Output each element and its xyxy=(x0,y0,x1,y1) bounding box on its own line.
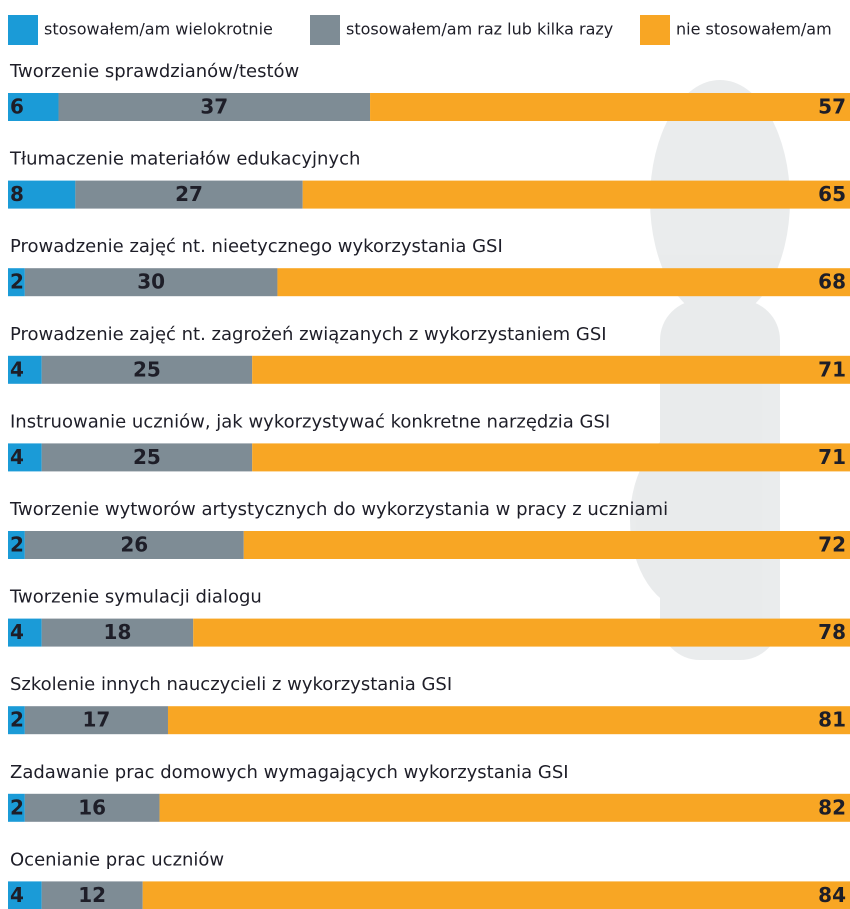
category-label: Tworzenie sprawdzianów/testów xyxy=(9,61,299,82)
value-label: 71 xyxy=(818,445,846,469)
category-label: Tłumaczenie materiałów edukacyjnych xyxy=(9,149,360,170)
value-label: 37 xyxy=(200,95,228,119)
legend-label: nie stosowałem/am xyxy=(676,20,832,39)
bar-segment xyxy=(303,181,850,209)
category-label: Ocenianie prac uczniów xyxy=(10,849,224,870)
value-label: 68 xyxy=(818,270,846,294)
value-label: 2 xyxy=(10,533,24,557)
value-label: 78 xyxy=(818,620,846,644)
value-label: 57 xyxy=(818,95,846,119)
value-label: 25 xyxy=(133,445,161,469)
value-label: 2 xyxy=(10,270,24,294)
value-label: 18 xyxy=(104,620,132,644)
category-label: Prowadzenie zajęć nt. zagrożeń związanyc… xyxy=(10,324,607,345)
value-label: 72 xyxy=(818,533,846,557)
value-label: 2 xyxy=(10,708,24,732)
value-label: 30 xyxy=(137,270,165,294)
category-label: Instruowanie uczniów, jak wykorzystywać … xyxy=(10,411,610,432)
value-label: 8 xyxy=(10,182,24,206)
value-label: 81 xyxy=(818,708,846,732)
category-label: Szkolenie innych nauczycieli z wykorzyst… xyxy=(10,674,452,695)
value-label: 12 xyxy=(78,883,106,907)
value-label: 71 xyxy=(818,357,846,381)
value-label: 6 xyxy=(10,95,24,119)
bar-segment xyxy=(193,619,850,647)
category-label: Tworzenie symulacji dialogu xyxy=(9,587,262,608)
legend-label: stosowałem/am wielokrotnie xyxy=(44,20,273,39)
value-label: 4 xyxy=(10,620,24,644)
bar-segment xyxy=(244,531,850,559)
value-label: 27 xyxy=(175,182,203,206)
category-label: Prowadzenie zajęć nt. nieetycznego wykor… xyxy=(10,236,503,257)
value-label: 4 xyxy=(10,357,24,381)
bar-segment xyxy=(168,706,850,734)
bar-segment xyxy=(252,356,850,384)
legend-swatch xyxy=(640,15,670,45)
bar-segment xyxy=(160,794,850,822)
bar-segment xyxy=(143,881,850,909)
bar-segment xyxy=(277,268,850,296)
value-label: 25 xyxy=(133,357,161,381)
value-label: 84 xyxy=(818,883,846,907)
value-label: 2 xyxy=(10,795,24,819)
legend-swatch xyxy=(8,15,38,45)
chart: stosowałem/am wielokrotnie stosowałem/am … xyxy=(0,0,850,909)
category-label: Tworzenie wytworów artystycznych do wyko… xyxy=(9,499,668,520)
value-label: 4 xyxy=(10,883,24,907)
value-label: 82 xyxy=(818,795,846,819)
legend-swatch xyxy=(310,15,340,45)
value-label: 16 xyxy=(78,795,106,819)
value-label: 65 xyxy=(818,182,846,206)
category-label: Zadawanie prac domowych wymagających wyk… xyxy=(10,762,569,783)
legend-label: stosowałem/am raz lub kilka razy xyxy=(346,20,613,39)
value-label: 26 xyxy=(120,533,148,557)
value-label: 4 xyxy=(10,445,24,469)
value-label: 17 xyxy=(82,708,110,732)
bar-segment xyxy=(252,443,850,471)
bar-segment xyxy=(370,93,850,121)
